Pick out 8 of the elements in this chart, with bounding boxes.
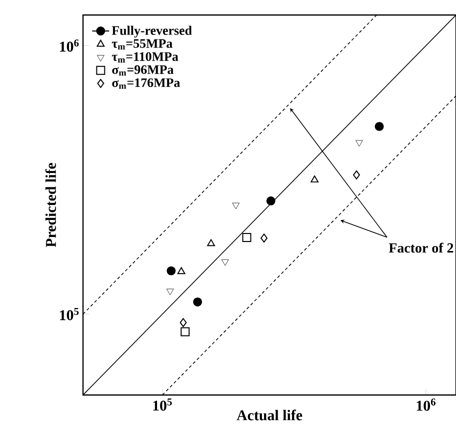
- legend-label: σ$_{m}$=176MPa: [112, 78, 180, 89]
- legend-label: Fully-reversed: [112, 26, 192, 38]
- legend-label: τ$_{m}$=110MPa: [112, 52, 178, 63]
- annotation: Factor of 2: [388, 242, 454, 253]
- y-axis-title: Predicted life: [45, 162, 56, 248]
- legend-label: τ$_{m}$=55MPa: [112, 39, 172, 50]
- x-axis-title: Actual life: [236, 410, 302, 420]
- legend-label: σ$_{m}$=96MPa: [112, 65, 174, 76]
